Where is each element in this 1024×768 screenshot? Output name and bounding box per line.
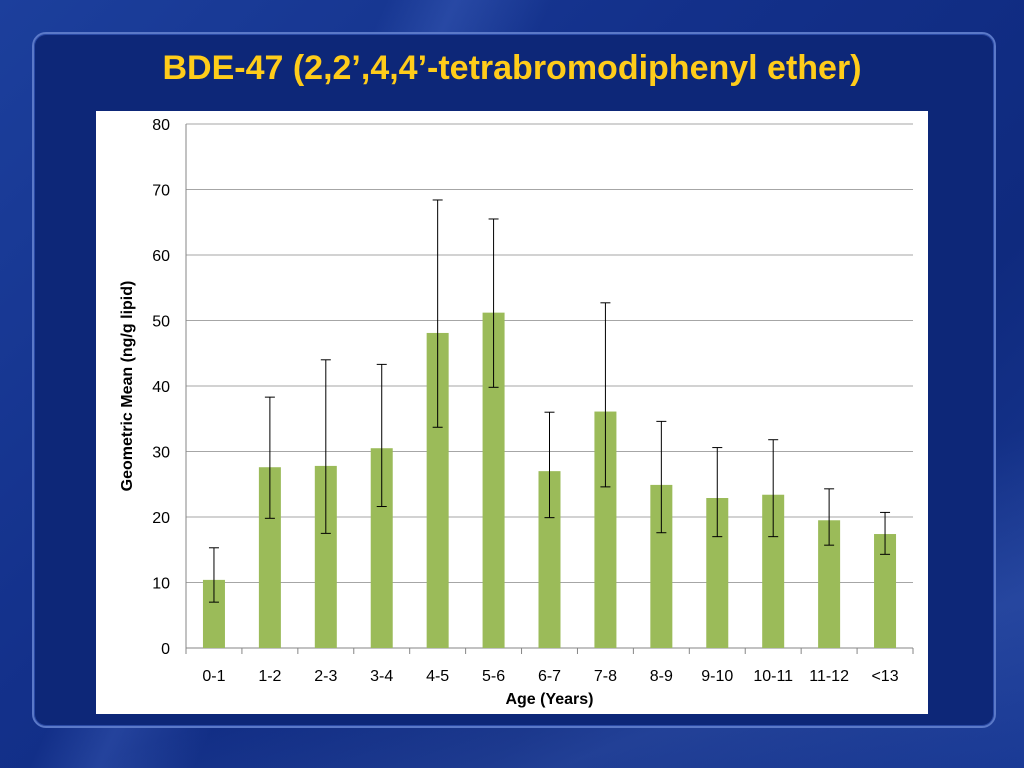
bar: [202, 579, 225, 648]
y-tick-label: 50: [152, 314, 170, 331]
x-tick-label: 1-2: [258, 668, 281, 685]
x-tick-label: 4-5: [426, 668, 449, 685]
x-tick-label: 11-12: [809, 668, 849, 685]
y-tick-label: 10: [152, 576, 170, 593]
chart-area: 0 10 20 30 40 50 60 70 80 0-1 1-2 2-3 3-4 4-5 5-6 6-7 7-…: [96, 111, 928, 714]
bar: [818, 520, 841, 648]
bar: [874, 534, 897, 648]
bar: [594, 411, 617, 648]
bar-chart: 0 10 20 30 40 50 60 70 80 0-1 1-2 2-3 3-4 4-5 5-6 6-7 7-…: [119, 117, 914, 708]
x-tick-label: 8-9: [650, 668, 673, 685]
x-tick-label: 9-10: [701, 668, 733, 685]
x-tick-label: 2-3: [314, 668, 337, 685]
y-tick-label: 70: [152, 183, 170, 200]
y-tick-label: 20: [152, 510, 170, 527]
y-tick-label: 30: [152, 445, 170, 462]
slide-title: BDE-47 (2,2’,4,4’-tetrabromodiphenyl eth…: [162, 49, 862, 87]
bar: [314, 465, 337, 648]
y-axis-title: Geometric Mean (ng/g lipid): [119, 281, 136, 492]
y-tick-label: 80: [152, 117, 170, 134]
y-tick-label: 0: [161, 641, 170, 658]
y-tick-label: 60: [152, 248, 170, 265]
x-axis-title: Age (Years): [505, 691, 593, 708]
bar: [482, 312, 505, 648]
bar: [706, 498, 729, 648]
x-tick-label: 3-4: [370, 668, 393, 685]
bar: [650, 484, 673, 648]
bar: [258, 467, 281, 648]
bar: [426, 332, 449, 648]
bar: [370, 448, 393, 648]
x-tick-label: 6-7: [538, 668, 561, 685]
x-tick-label: 5-6: [482, 668, 505, 685]
x-tick-label: <13: [871, 668, 898, 685]
x-tick-label: 10-11: [753, 668, 793, 685]
x-tick-label: 0-1: [202, 668, 225, 685]
bar: [538, 471, 561, 648]
x-tick-label: 7-8: [594, 668, 617, 685]
y-tick-label: 40: [152, 379, 170, 396]
bar: [762, 494, 785, 648]
